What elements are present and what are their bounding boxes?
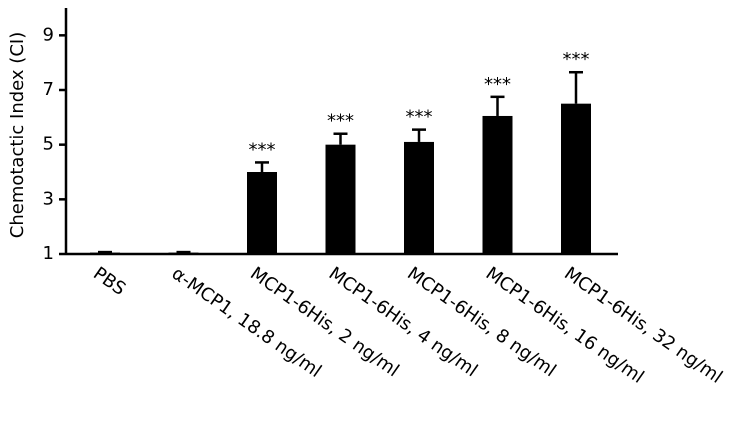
y-tick-label: 7	[43, 79, 54, 100]
x-tick-label: PBS	[89, 263, 129, 300]
y-tick-label: 3	[43, 188, 54, 209]
bar	[482, 115, 513, 254]
bar	[247, 172, 277, 254]
significance-label: ***	[484, 74, 511, 95]
y-tick-label: 1	[43, 243, 54, 264]
significance-label: ***	[406, 107, 433, 128]
y-tick-label: 9	[43, 24, 54, 45]
significance-label: ***	[327, 111, 354, 132]
significance-label: ***	[249, 139, 276, 160]
bar	[325, 144, 356, 254]
y-tick-label: 5	[43, 134, 54, 155]
bar	[404, 141, 434, 254]
bar	[561, 103, 591, 255]
y-axis-title: Chemotactic Index (CI)	[7, 32, 28, 238]
x-tick-label: α-MCP1, 18.8 ng/ml	[168, 263, 325, 382]
significance-label: ***	[563, 49, 590, 70]
